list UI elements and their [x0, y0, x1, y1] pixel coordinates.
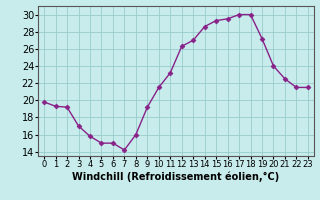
- X-axis label: Windchill (Refroidissement éolien,°C): Windchill (Refroidissement éolien,°C): [72, 172, 280, 182]
